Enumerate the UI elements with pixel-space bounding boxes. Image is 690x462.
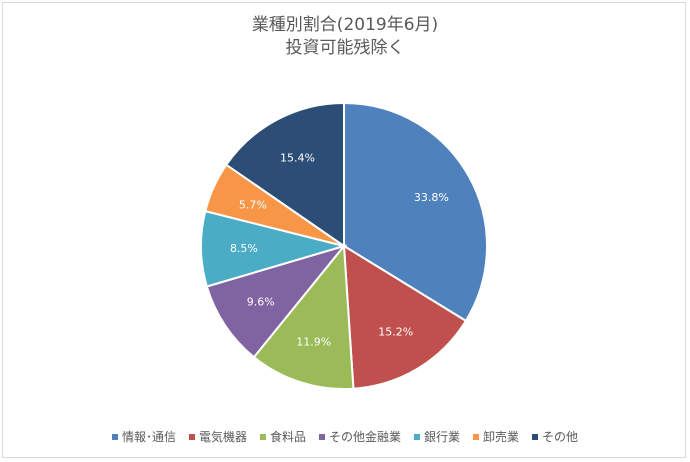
legend-swatch xyxy=(473,433,480,440)
pie-slice xyxy=(342,244,468,390)
legend-swatch xyxy=(532,433,539,440)
data-label: 5.7% xyxy=(239,199,267,212)
legend-swatch xyxy=(318,433,325,440)
legend-item: 電気機器 xyxy=(188,428,247,445)
legend-swatch xyxy=(414,433,420,440)
legend-item: 卸売業 xyxy=(473,428,519,445)
data-label: 33.8% xyxy=(414,191,449,204)
legend-label: 食料品 xyxy=(269,430,306,444)
chart-legend: 情報･通信 電気機器 食料品 その他金融業 銀行業 卸売業 その他 xyxy=(0,428,690,445)
pie-slice xyxy=(224,101,345,248)
legend-label: 銀行業 xyxy=(424,430,461,444)
data-label: 15.4% xyxy=(280,151,315,164)
chart-title: 業種別割合(2019年6月) xyxy=(251,15,439,35)
legend-item: 情報･通信 xyxy=(111,428,176,445)
pie-slice xyxy=(252,243,355,390)
data-label: 15.2% xyxy=(378,326,413,339)
data-label: 8.5% xyxy=(230,242,258,255)
legend-label: 卸売業 xyxy=(483,430,520,444)
legend-label: その他 xyxy=(542,430,579,444)
legend-item: 銀行業 xyxy=(414,428,460,445)
chart-subtitle: 投資可能残除く xyxy=(285,38,405,58)
legend-swatch xyxy=(259,433,266,440)
pie-slice xyxy=(343,101,488,323)
data-label: 9.6% xyxy=(247,296,275,309)
legend-swatch xyxy=(111,433,118,440)
data-label: 11.9% xyxy=(296,335,331,348)
legend-item: その他金融業 xyxy=(318,428,401,445)
legend-label: その他金融業 xyxy=(328,430,401,444)
legend-item: 食料品 xyxy=(259,428,306,445)
legend-swatch xyxy=(188,433,195,440)
legend-label: 電気機器 xyxy=(198,430,247,444)
pie-slice xyxy=(205,244,347,359)
legend-label: 情報･通信 xyxy=(121,430,176,444)
legend-item: その他 xyxy=(532,428,578,445)
